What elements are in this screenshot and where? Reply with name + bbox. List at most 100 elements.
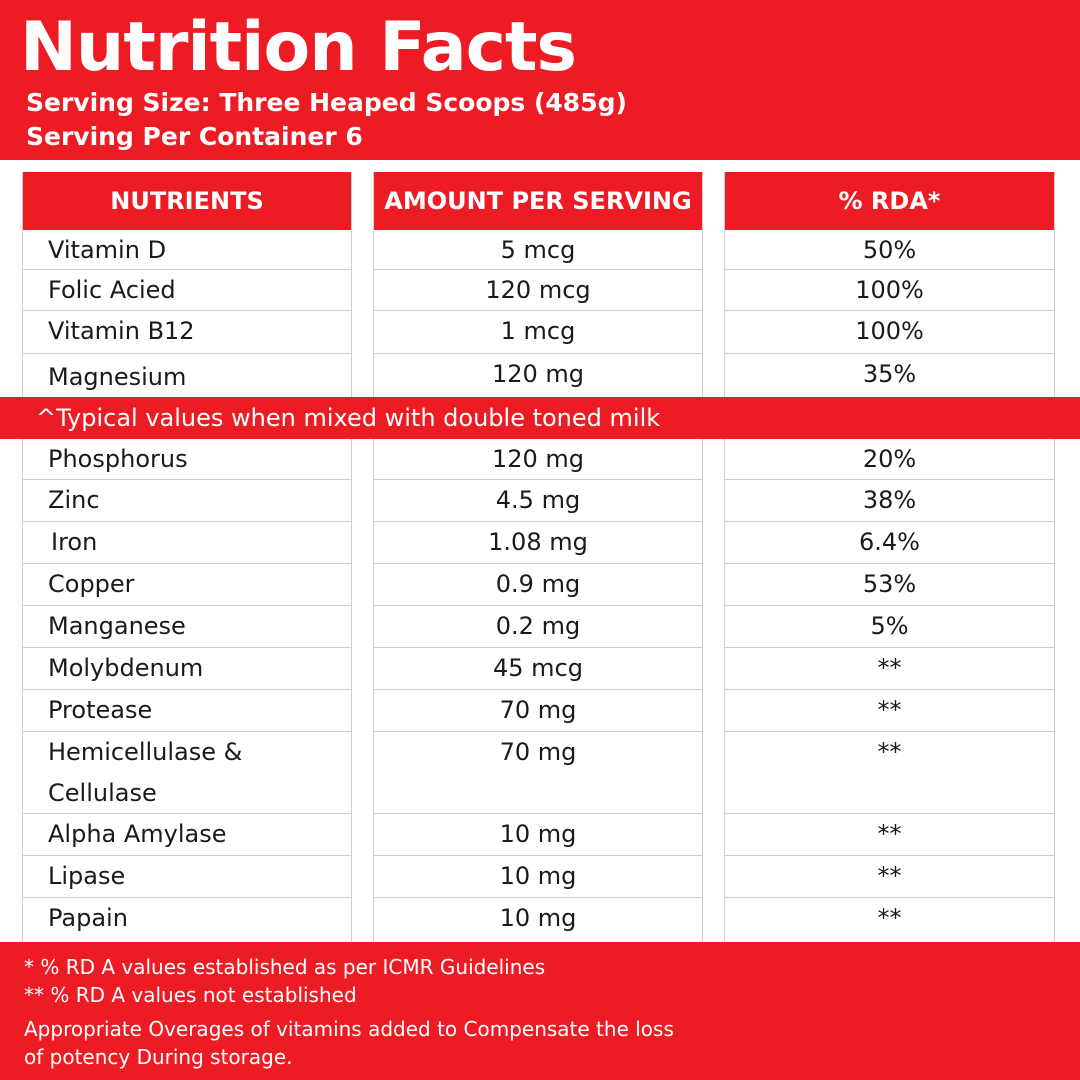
amount-value: 1 mcg xyxy=(500,317,576,345)
amount-value: 120 mcg xyxy=(485,276,591,304)
nutrient-name: Zinc xyxy=(48,486,100,514)
nutrient-name: Lipase xyxy=(48,862,126,890)
table-row: 100% xyxy=(725,311,1054,354)
amount-value: 70 mg xyxy=(499,696,577,724)
rda-column: % RDA* 50% 100% 100% 35% 20% 38% 6.4% 53… xyxy=(724,172,1055,942)
nutrient-name: Vitamin B12 xyxy=(48,317,195,345)
amount-value: 5 mcg xyxy=(500,236,576,264)
amount-value: 10 mg xyxy=(499,862,577,890)
table-row: Folic Acied xyxy=(23,270,351,311)
table-row: ** xyxy=(725,856,1054,898)
table-row: 10 mg xyxy=(374,898,702,942)
table-row: 1 mcg xyxy=(374,311,702,354)
table-row: 50% xyxy=(725,230,1054,270)
nutrient-name: Protease xyxy=(48,696,153,724)
nutrient-name: Magnesium xyxy=(48,363,187,391)
table-row: 120 mcg xyxy=(374,270,702,311)
table-row: ** xyxy=(725,648,1054,690)
amount-value: 120 mg xyxy=(491,445,585,473)
rda-value: ** xyxy=(877,862,902,890)
column-header-rda: % RDA* xyxy=(725,172,1054,230)
table-row: 1.08 mg xyxy=(374,522,702,564)
amount-value: 0.2 mg xyxy=(495,612,581,640)
column-header-nutrients: NUTRIENTS xyxy=(23,172,351,230)
table-row: Phosphorus xyxy=(23,439,351,480)
nutrient-name: Copper xyxy=(48,570,135,598)
rda-value: 38% xyxy=(862,486,917,514)
table-row: 70 mg xyxy=(374,690,702,732)
table-row: Molybdenum xyxy=(23,648,351,690)
rda-value: 50% xyxy=(862,236,917,264)
rda-value: ** xyxy=(877,738,902,766)
nutrient-name: Alpha Amylase xyxy=(48,820,227,848)
amount-column: AMOUNT PER SERVING 5 mcg 120 mcg 1 mcg 1… xyxy=(373,172,703,942)
nutrient-name: Hemicellulase & Cellulase xyxy=(48,738,243,807)
footnote-rda-established: * % RD A values established as per ICMR … xyxy=(24,955,546,979)
nutrients-column: NUTRIENTS Vitamin D Folic Acied Vitamin … xyxy=(22,172,352,942)
table-row: 20% xyxy=(725,439,1054,480)
table-row: 70 mg xyxy=(374,732,702,814)
footnote-overages-line2: of potency During storage. xyxy=(24,1045,293,1069)
rda-value: 35% xyxy=(862,360,917,388)
table-row: Manganese xyxy=(23,606,351,648)
table-row: 100% xyxy=(725,270,1054,311)
table-row: 10 mg xyxy=(374,856,702,898)
table-row: ** xyxy=(725,814,1054,856)
typical-values-band: ^Typical values when mixed with double t… xyxy=(0,397,1080,439)
table-row: Iron xyxy=(23,522,351,564)
amount-value: 0.9 mg xyxy=(495,570,581,598)
table-row: 6.4% xyxy=(725,522,1054,564)
table-row: 5 mcg xyxy=(374,230,702,270)
table-row: 0.2 mg xyxy=(374,606,702,648)
footer-notes: * % RD A values established as per ICMR … xyxy=(0,942,1080,1080)
nutrient-name: Molybdenum xyxy=(48,654,204,682)
table-row: 38% xyxy=(725,480,1054,522)
rda-value: 6.4% xyxy=(859,528,920,556)
table-row: 4.5 mg xyxy=(374,480,702,522)
table-row: 0.9 mg xyxy=(374,564,702,606)
footnote-overages-line1: Appropriate Overages of vitamins added t… xyxy=(24,1017,674,1041)
typical-values-note: ^Typical values when mixed with double t… xyxy=(36,404,661,432)
table-row: Copper xyxy=(23,564,351,606)
rda-value: ** xyxy=(877,820,902,848)
table-row: Vitamin D xyxy=(23,230,351,270)
page-title: Nutrition Facts xyxy=(20,8,577,87)
amount-value: 4.5 mg xyxy=(495,486,581,514)
table-row: 45 mcg xyxy=(374,648,702,690)
table-row: Vitamin B12 xyxy=(23,311,351,354)
column-header-amount: AMOUNT PER SERVING xyxy=(374,172,702,230)
serving-size: Serving Size: Three Heaped Scoops (485g) xyxy=(26,88,627,117)
table-row: 120 mg xyxy=(374,439,702,480)
table-row: Papain xyxy=(23,898,351,942)
table-row: 120 mg xyxy=(374,354,702,397)
table-row: 53% xyxy=(725,564,1054,606)
amount-value: 10 mg xyxy=(499,820,577,848)
footnote-rda-not-established: ** % RD A values not established xyxy=(24,983,357,1007)
rda-value: ** xyxy=(877,696,902,724)
rda-value: ** xyxy=(877,654,902,682)
nutrient-name: Folic Acied xyxy=(48,276,176,304)
rda-value: ** xyxy=(877,904,902,932)
amount-value: 45 mcg xyxy=(493,654,583,682)
amount-value: 10 mg xyxy=(499,904,577,932)
amount-value: 1.08 mg xyxy=(488,528,588,556)
rda-value: 5% xyxy=(870,612,909,640)
nutrient-name: Papain xyxy=(48,904,128,932)
rda-value: 100% xyxy=(855,317,924,345)
table-row: Zinc xyxy=(23,480,351,522)
table-row: Protease xyxy=(23,690,351,732)
header-banner: Nutrition Facts Serving Size: Three Heap… xyxy=(0,0,1080,160)
table-row: Magnesium xyxy=(23,354,351,397)
rda-value: 20% xyxy=(862,445,917,473)
table-row: ** xyxy=(725,690,1054,732)
table-row: 5% xyxy=(725,606,1054,648)
nutrient-name: Iron xyxy=(51,528,98,556)
amount-value: 70 mg xyxy=(499,738,577,766)
rda-value: 53% xyxy=(862,570,917,598)
table-row: Hemicellulase & Cellulase xyxy=(23,732,351,814)
table-row: ** xyxy=(725,732,1054,814)
table-row: Lipase xyxy=(23,856,351,898)
servings-per-container: Serving Per Container 6 xyxy=(26,122,363,151)
table-row: ** xyxy=(725,898,1054,942)
rda-value: 100% xyxy=(855,276,924,304)
